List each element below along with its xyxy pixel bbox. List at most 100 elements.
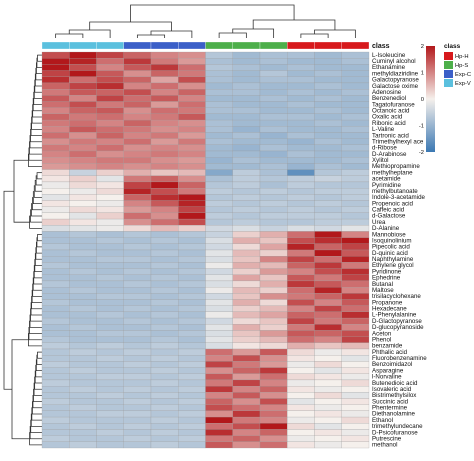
heatmap-cell <box>178 206 206 214</box>
heatmap-cell <box>287 299 315 306</box>
heatmap-cell <box>41 138 70 145</box>
heatmap-cell <box>178 274 206 282</box>
heatmap-cell <box>314 268 342 275</box>
heatmap-cell <box>287 243 315 251</box>
heatmap-cell <box>287 274 315 282</box>
heatmap-cell <box>341 144 370 152</box>
heatmap-cell <box>178 256 206 263</box>
heatmap-cell <box>96 101 124 108</box>
heatmap-cell <box>69 175 97 183</box>
heatmap-cell <box>314 169 342 176</box>
heatmap-cell <box>41 435 70 442</box>
heatmap-cell <box>341 132 370 139</box>
heatmap-cell <box>314 212 342 220</box>
row-dendrogram-branch <box>11 339 30 440</box>
heatmap-cell <box>287 367 315 374</box>
heatmap-cell <box>150 262 179 269</box>
heatmap-cell <box>150 441 179 449</box>
heatmap-cell <box>205 287 233 294</box>
heatmap-cell <box>314 64 342 71</box>
heatmap-cell <box>69 268 97 275</box>
heatmap-cell <box>150 51 179 59</box>
heatmap-cell <box>314 429 342 436</box>
heatmap-cell <box>123 144 152 152</box>
heatmap-cell <box>178 348 206 356</box>
heatmap-cell <box>205 392 233 399</box>
heatmap-cell <box>96 435 124 442</box>
heatmap-cell <box>123 373 152 381</box>
heatmap-cell <box>41 51 70 59</box>
heatmap-cell <box>259 138 288 145</box>
row-label: d-Ribose <box>372 145 397 152</box>
heatmap-cell <box>178 262 206 269</box>
heatmap-cell <box>96 361 124 368</box>
heatmap-cell <box>232 280 261 288</box>
heatmap-cell <box>287 212 315 220</box>
heatmap-cell <box>123 311 152 319</box>
heatmap-cell <box>259 169 288 176</box>
heatmap-cell <box>123 138 152 145</box>
heatmap-cell <box>205 212 233 220</box>
heatmap-cell <box>314 157 342 164</box>
heatmap-cell <box>41 423 70 430</box>
class-annotation-cell <box>205 41 233 50</box>
heatmap-cell <box>150 181 179 189</box>
heatmap-cell <box>287 379 315 387</box>
heatmap-cell <box>205 76 233 84</box>
heatmap-cell <box>41 348 70 356</box>
row-label: L-Isoleucine <box>372 52 406 59</box>
heatmap-cell <box>314 163 342 170</box>
heatmap-cell <box>41 410 70 418</box>
row-label: l-Norvaline <box>372 374 402 381</box>
heatmap-cell <box>123 404 152 412</box>
heatmap-cell <box>123 218 152 226</box>
heatmap-cell <box>232 367 261 374</box>
heatmap-cell <box>232 107 261 115</box>
heatmap-cell <box>41 157 70 164</box>
heatmap-cell <box>259 361 288 368</box>
heatmap-cell <box>123 330 152 337</box>
heatmap-cell <box>341 386 370 393</box>
heatmap-cell <box>96 268 124 275</box>
heatmap-cell <box>314 373 342 381</box>
row-label: Oxalic acid <box>372 114 403 121</box>
heatmap-cell <box>259 163 288 170</box>
heatmap-cell <box>96 355 124 362</box>
heatmap-cell <box>259 330 288 337</box>
heatmap-cell <box>314 342 342 350</box>
heatmap-cell <box>41 231 70 238</box>
heatmap-cell <box>259 76 288 84</box>
heatmap-cell <box>232 175 261 183</box>
heatmap-cell <box>287 95 315 102</box>
row-label: Indole-3-acetamide <box>372 194 426 201</box>
row-label: Bistrimethylsilox <box>372 392 417 399</box>
heatmap-cell <box>287 386 315 393</box>
row-label: Adenosine <box>372 89 402 96</box>
heatmap-cell <box>150 317 179 325</box>
heatmap-cell <box>232 410 261 418</box>
heatmap-cell <box>232 361 261 368</box>
heatmap-cell <box>205 280 233 288</box>
heatmap-cell <box>69 348 97 356</box>
heatmap-cell <box>341 429 370 436</box>
heatmap-cell <box>232 324 261 331</box>
heatmap-cell <box>341 423 370 430</box>
heatmap-cell <box>150 132 179 139</box>
heatmap-cell <box>69 107 97 115</box>
heatmap-cell <box>341 392 370 399</box>
heatmap-cell <box>69 95 97 102</box>
heatmap-cell <box>314 231 342 238</box>
heatmap-cell <box>69 410 97 418</box>
heatmap-cell <box>41 169 70 176</box>
heatmap-cell <box>41 305 70 313</box>
heatmap-cell <box>259 243 288 251</box>
heatmap-cell <box>341 169 370 176</box>
heatmap-cell <box>287 293 315 300</box>
heatmap-cell <box>259 367 288 374</box>
heatmap-cell <box>41 355 70 362</box>
heatmap-cell <box>259 212 288 220</box>
heatmap-cell <box>259 317 288 325</box>
heatmap-cell <box>123 410 152 418</box>
heatmap-cell <box>41 89 70 96</box>
